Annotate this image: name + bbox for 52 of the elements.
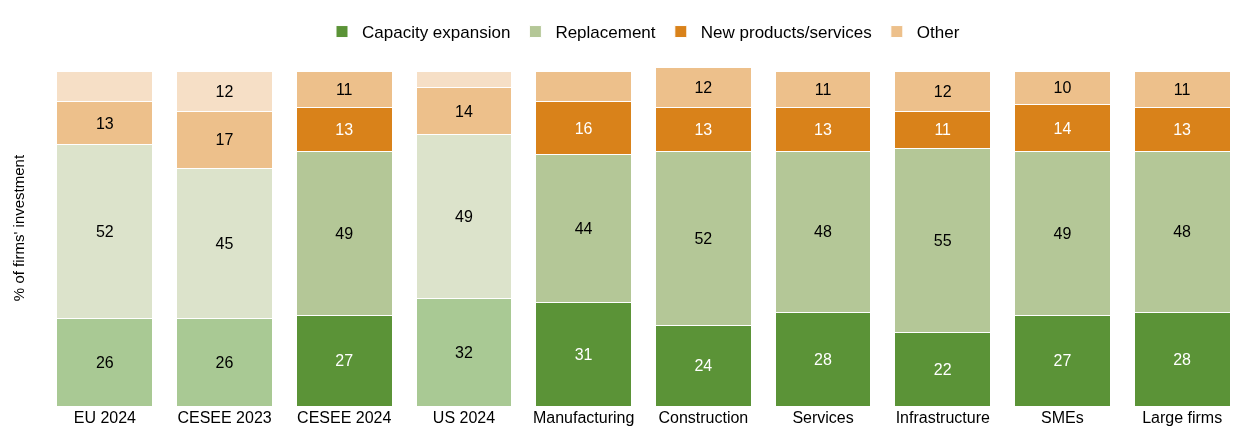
data-label: 28 bbox=[814, 350, 832, 368]
data-label: 32 bbox=[455, 343, 473, 361]
data-label: 14 bbox=[455, 102, 473, 120]
data-label: 26 bbox=[95, 353, 114, 371]
data-label: 13 bbox=[694, 121, 713, 139]
x-tick-label: US 2024 bbox=[432, 409, 496, 426]
x-tick-label: EU 2024 bbox=[73, 409, 137, 426]
data-label: 17 bbox=[215, 131, 234, 149]
x-tick-label: Infrastructure bbox=[895, 409, 990, 426]
y-axis-title: % of firms' investment bbox=[10, 154, 28, 302]
data-label: 13 bbox=[335, 121, 354, 139]
x-tick-label: Services bbox=[792, 409, 854, 426]
x-tick-label: SMEs bbox=[1041, 409, 1084, 426]
data-label: 11 bbox=[934, 121, 952, 139]
data-label: 27 bbox=[1053, 352, 1072, 370]
data-label: 28 bbox=[1173, 350, 1192, 368]
data-label: 45 bbox=[215, 235, 234, 253]
data-label: 48 bbox=[1173, 223, 1192, 241]
data-label: 27 bbox=[335, 352, 354, 370]
data-label: 13 bbox=[1173, 121, 1192, 139]
data-label: 31 bbox=[574, 345, 593, 363]
x-tick-label: CESEE 2023 bbox=[177, 409, 272, 426]
legend-label: Other bbox=[916, 23, 960, 43]
data-label: 12 bbox=[933, 82, 952, 100]
data-label: 12 bbox=[694, 79, 713, 97]
data-label: 26 bbox=[215, 353, 234, 371]
data-label: 14 bbox=[1053, 119, 1072, 137]
x-tick-label: Manufacturing bbox=[532, 409, 635, 426]
data-label: 52 bbox=[694, 230, 713, 248]
legend-label: Capacity expansion bbox=[362, 23, 511, 43]
legend-label: New products/services bbox=[700, 23, 872, 43]
data-label: 49 bbox=[335, 225, 354, 243]
data-label: 52 bbox=[95, 223, 114, 241]
data-label: 13 bbox=[95, 114, 114, 132]
legend-label: Replacement bbox=[555, 23, 656, 43]
data-label: 10 bbox=[1053, 79, 1072, 97]
data-label: 55 bbox=[933, 231, 952, 249]
x-tick-label: Large firms bbox=[1142, 409, 1223, 426]
data-label: 22 bbox=[933, 360, 952, 378]
data-label: 44 bbox=[574, 220, 593, 238]
data-label: 49 bbox=[455, 208, 473, 226]
x-tick-label: CESEE 2024 bbox=[297, 409, 392, 426]
data-label: 13 bbox=[814, 121, 832, 139]
data-label: 24 bbox=[694, 357, 713, 375]
data-label: 48 bbox=[814, 223, 832, 241]
data-label: 12 bbox=[215, 82, 234, 100]
x-tick-label: Construction bbox=[658, 409, 749, 426]
data-label: 16 bbox=[574, 119, 593, 137]
data-label: 11 bbox=[335, 81, 353, 99]
data-label: 11 bbox=[814, 81, 832, 99]
data-label: 49 bbox=[1053, 225, 1072, 243]
data-label: 11 bbox=[1173, 81, 1191, 99]
